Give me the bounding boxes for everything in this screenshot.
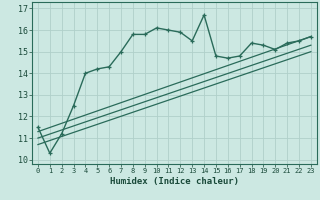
X-axis label: Humidex (Indice chaleur): Humidex (Indice chaleur) <box>110 177 239 186</box>
